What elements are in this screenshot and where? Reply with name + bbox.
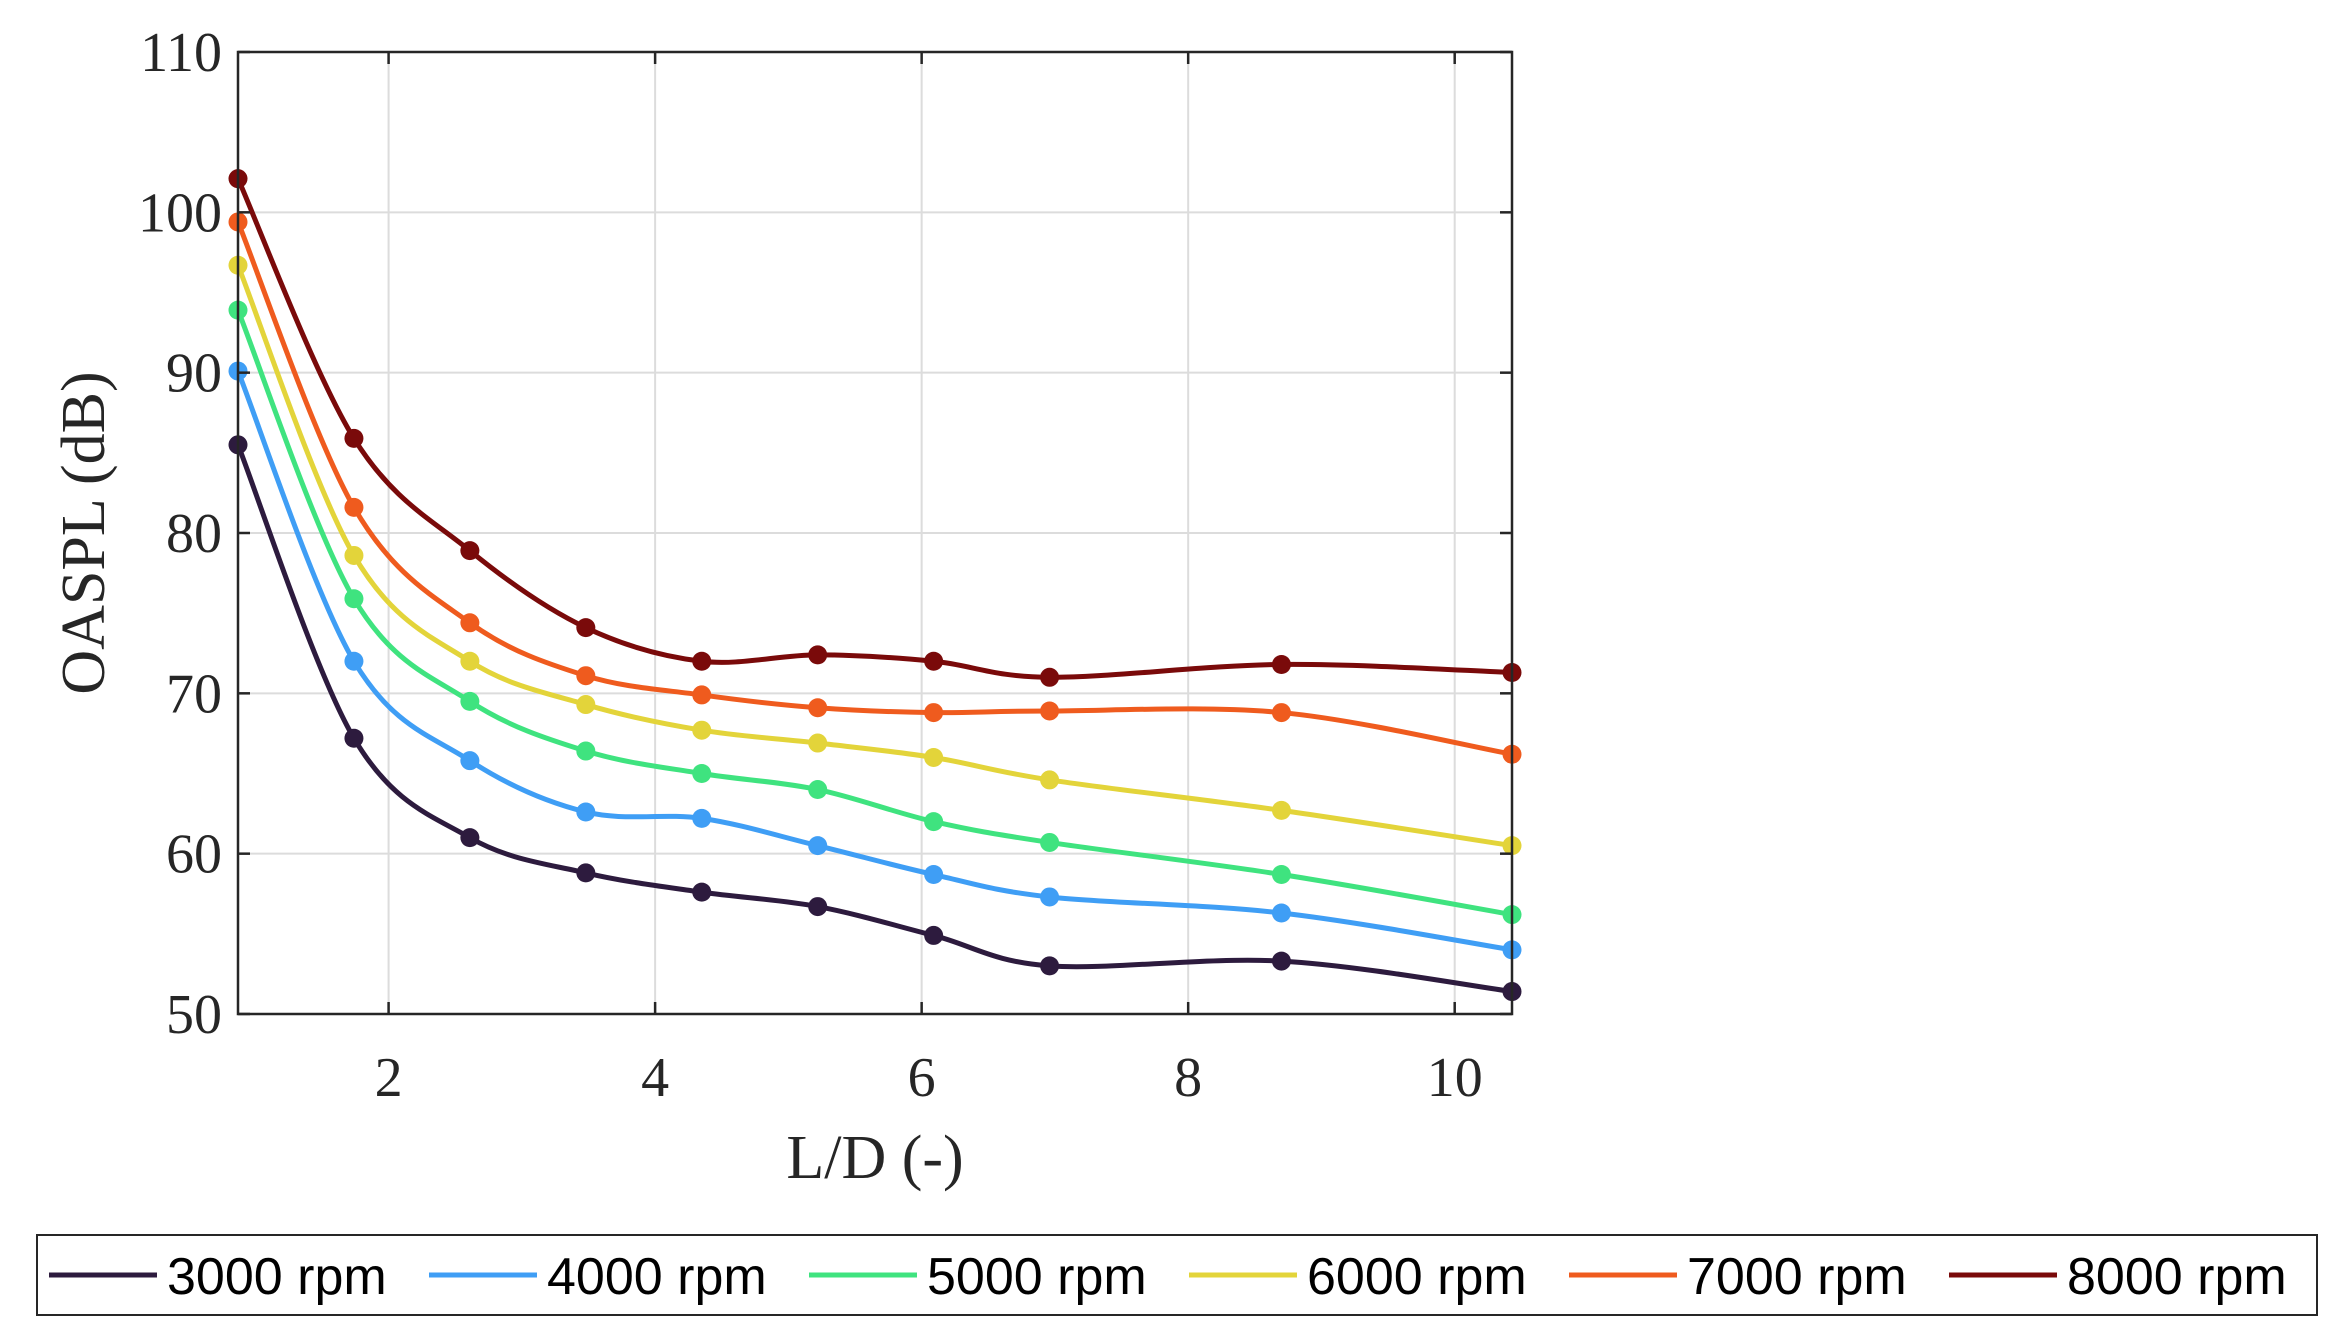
legend-label: 4000 rpm — [547, 1248, 767, 1306]
data-point-8000-rpm — [924, 651, 944, 671]
data-point-3000-rpm — [1271, 951, 1291, 971]
x-tick-label: 8 — [1174, 1047, 1202, 1109]
y-tick-label: 100 — [138, 182, 222, 244]
series-line-6000-rpm — [235, 262, 1515, 849]
series-4000-rpm — [228, 361, 1522, 960]
data-point-7000-rpm — [1040, 701, 1060, 721]
data-point-5000-rpm — [808, 780, 828, 800]
data-point-6000-rpm — [1040, 770, 1060, 790]
legend-label: 5000 rpm — [927, 1248, 1147, 1306]
legend-label: 8000 rpm — [2067, 1248, 2287, 1306]
series-layer — [228, 169, 1522, 1002]
y-axis-label: OASPL (dB) — [50, 371, 118, 694]
series-3000-rpm — [228, 435, 1522, 1002]
legend-item-4000-rpm: 4000 rpm — [429, 1248, 767, 1306]
legend-item-5000-rpm: 5000 rpm — [809, 1248, 1147, 1306]
data-point-5000-rpm — [1271, 865, 1291, 885]
y-tick-label: 60 — [166, 824, 222, 886]
data-point-7000-rpm — [808, 698, 828, 718]
data-point-3000-rpm — [344, 728, 364, 748]
legend-label: 3000 rpm — [167, 1248, 387, 1306]
legend-label: 6000 rpm — [1307, 1248, 1527, 1306]
data-point-7000-rpm — [924, 703, 944, 723]
data-point-7000-rpm — [460, 613, 480, 633]
ticks-layer: 2 4 6 8 10 50 60 70 80 90 100 110 — [138, 22, 1512, 1109]
data-point-6000-rpm — [576, 695, 596, 715]
series-line-5000-rpm — [235, 307, 1515, 918]
series-line-7000-rpm — [235, 219, 1515, 757]
data-point-8000-rpm — [460, 541, 480, 561]
legend-item-8000-rpm: 8000 rpm — [1949, 1248, 2287, 1306]
series-line-8000-rpm — [235, 176, 1515, 680]
data-point-4000-rpm — [576, 802, 596, 822]
data-point-8000-rpm — [1040, 667, 1060, 687]
x-tick-label: 10 — [1427, 1047, 1483, 1109]
data-point-4000-rpm — [344, 651, 364, 671]
grid-layer — [238, 51, 1512, 1015]
data-point-3000-rpm — [576, 863, 596, 883]
y-tick-label: 80 — [166, 503, 222, 565]
series-5000-rpm — [228, 300, 1522, 925]
data-point-3000-rpm — [808, 897, 828, 917]
x-axis-label: L/D (-) — [786, 1124, 963, 1192]
data-point-7000-rpm — [1271, 703, 1291, 723]
legend-item-3000-rpm: 3000 rpm — [49, 1248, 387, 1306]
data-point-3000-rpm — [924, 925, 944, 945]
data-point-3000-rpm — [1040, 956, 1060, 976]
data-point-4000-rpm — [1040, 887, 1060, 907]
series-8000-rpm — [228, 169, 1522, 687]
data-point-6000-rpm — [692, 720, 712, 740]
data-point-3000-rpm — [460, 828, 480, 848]
data-point-5000-rpm — [460, 691, 480, 711]
x-tick-label: 2 — [375, 1047, 403, 1109]
legend-box — [36, 1234, 2318, 1316]
data-point-4000-rpm — [808, 836, 828, 856]
series-line-3000-rpm — [235, 442, 1515, 995]
data-point-5000-rpm — [576, 741, 596, 761]
data-point-8000-rpm — [692, 651, 712, 671]
y-tick-label: 70 — [166, 663, 222, 725]
data-point-5000-rpm — [924, 812, 944, 832]
data-point-3000-rpm — [692, 882, 712, 902]
series-line-4000-rpm — [235, 368, 1515, 953]
data-point-8000-rpm — [808, 645, 828, 665]
data-point-6000-rpm — [460, 651, 480, 671]
data-point-4000-rpm — [1271, 903, 1291, 923]
x-tick-label: 4 — [641, 1047, 669, 1109]
data-point-7000-rpm — [344, 497, 364, 517]
data-point-6000-rpm — [924, 747, 944, 767]
x-tick-label: 6 — [908, 1047, 936, 1109]
y-tick-label: 90 — [166, 343, 222, 405]
series-6000-rpm — [228, 255, 1522, 856]
data-point-4000-rpm — [460, 751, 480, 771]
data-point-8000-rpm — [576, 618, 596, 638]
data-point-7000-rpm — [692, 685, 712, 705]
data-point-4000-rpm — [692, 808, 712, 828]
data-point-5000-rpm — [344, 589, 364, 609]
data-point-6000-rpm — [1271, 800, 1291, 820]
data-point-8000-rpm — [1271, 654, 1291, 674]
data-point-6000-rpm — [344, 545, 364, 565]
y-tick-label: 50 — [166, 984, 222, 1046]
data-point-8000-rpm — [344, 428, 364, 448]
legend-item-7000-rpm: 7000 rpm — [1569, 1248, 1907, 1306]
series-7000-rpm — [228, 212, 1522, 764]
legend: 3000 rpm 4000 rpm 5000 rpm 6000 rpm 7000 rpm… — [36, 1234, 2318, 1316]
legend-label: 7000 rpm — [1687, 1248, 1907, 1306]
data-point-7000-rpm — [576, 666, 596, 686]
legend-item-6000-rpm: 6000 rpm — [1189, 1248, 1527, 1306]
data-point-5000-rpm — [1040, 832, 1060, 852]
data-point-6000-rpm — [808, 733, 828, 753]
data-point-5000-rpm — [692, 764, 712, 783]
data-point-4000-rpm — [924, 865, 944, 885]
y-tick-label: 110 — [140, 22, 222, 84]
